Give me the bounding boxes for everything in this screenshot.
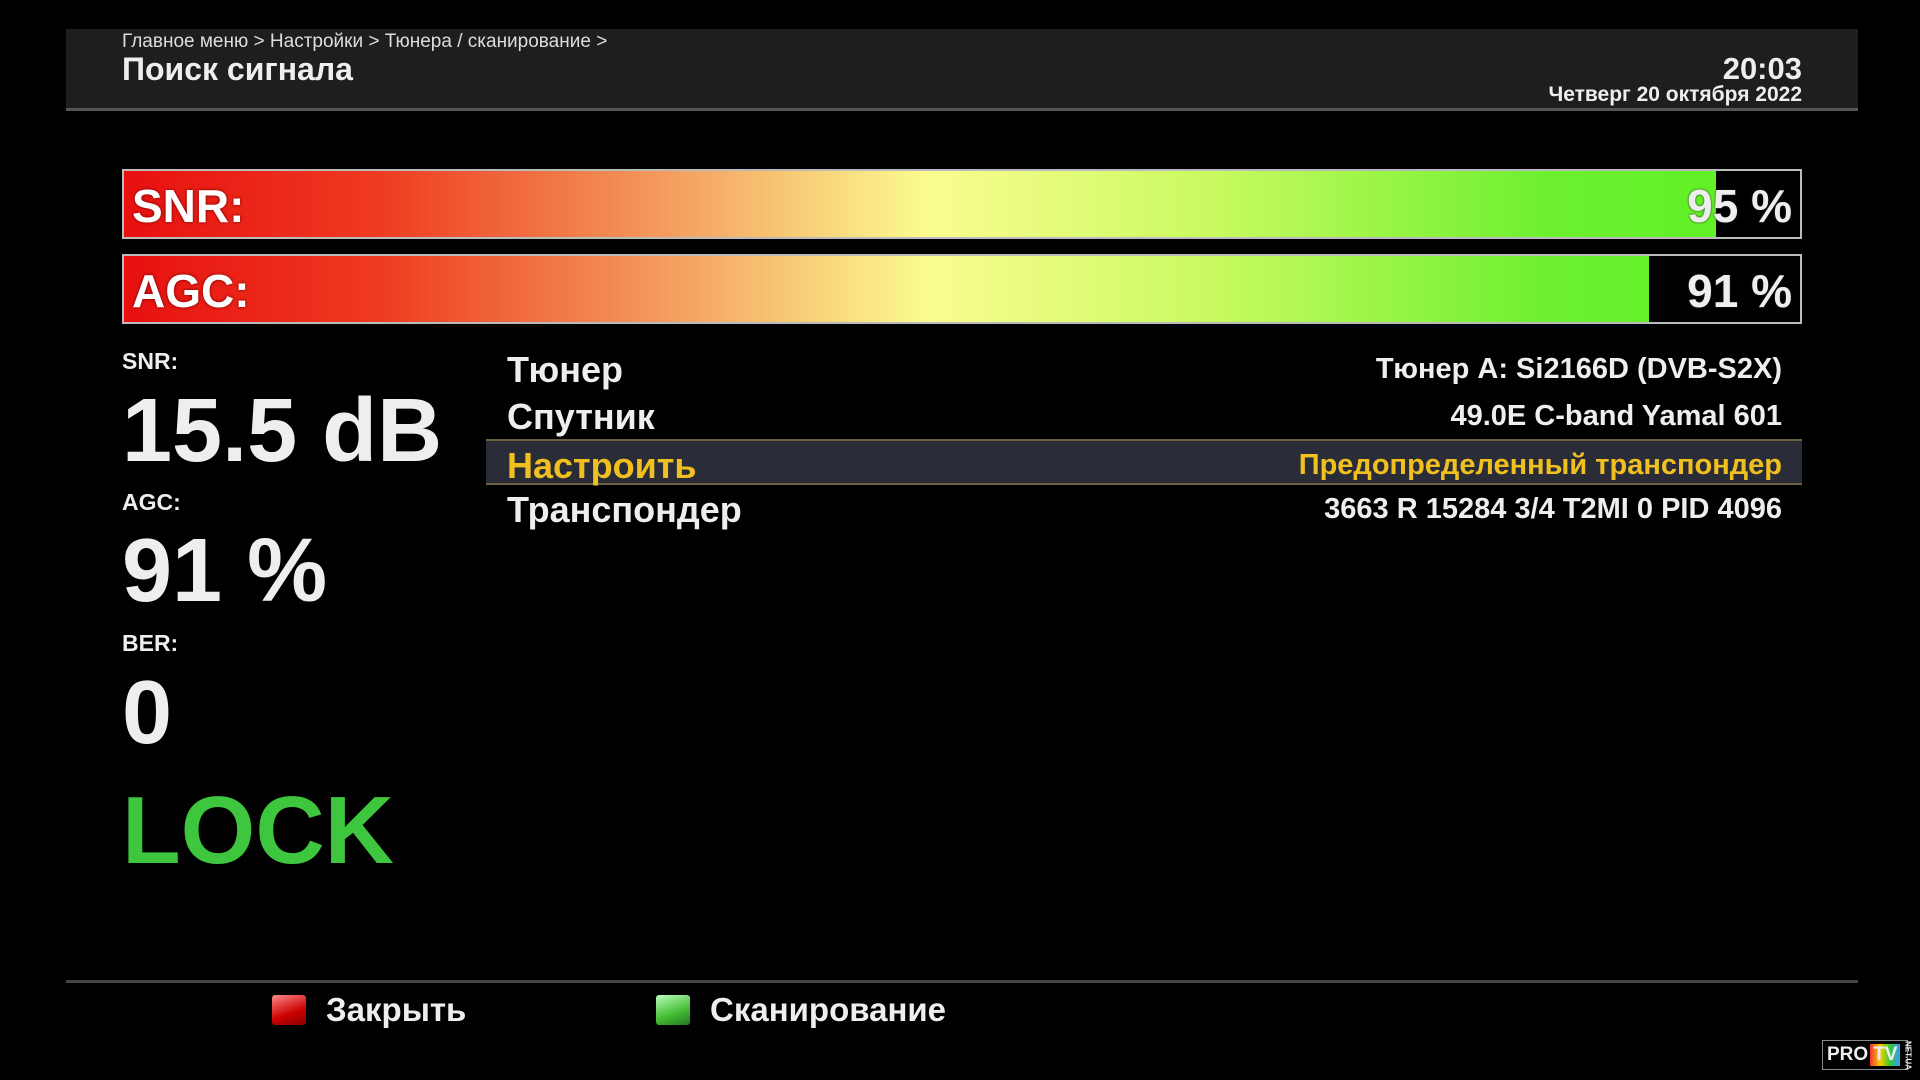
- header: Главное меню > Настройки > Тюнера / скан…: [66, 29, 1858, 111]
- footer-divider: [66, 980, 1858, 983]
- agc-bar-label: AGC:: [132, 265, 250, 317]
- scan-button[interactable]: Сканирование: [656, 990, 946, 1030]
- info-row-satellite[interactable]: Спутник 49.0E C-band Yamal 601: [486, 392, 1802, 438]
- snr-bar-label: SNR:: [132, 180, 245, 232]
- info-key: Транспондер: [507, 489, 742, 530]
- info-key: Спутник: [507, 396, 655, 437]
- info-value: Предопределенный транспондер: [1298, 449, 1782, 481]
- agc-bar: AGC: 91 %: [122, 254, 1802, 324]
- close-button[interactable]: Закрыть: [272, 990, 466, 1030]
- breadcrumb: Главное меню > Настройки > Тюнера / скан…: [122, 31, 608, 52]
- info-value: 49.0E C-band Yamal 601: [1450, 400, 1782, 432]
- page-title: Поиск сигнала: [122, 51, 353, 87]
- red-key-icon: [272, 995, 306, 1025]
- snr-bar-fill: [124, 171, 1717, 237]
- agc-bar-fill: [124, 256, 1650, 322]
- scan-label: Сканирование: [710, 991, 947, 1028]
- ber-label: BER:: [122, 630, 179, 656]
- clock-date: Четверг 20 октября 2022: [1548, 83, 1802, 106]
- snr-bar: SNR: 95 %: [122, 169, 1802, 239]
- info-row-setup[interactable]: Настроить Предопределенный транспондер: [486, 439, 1802, 486]
- clock-time: 20:03: [1722, 51, 1802, 86]
- protv-watermark-logo: PRO TV NET.UA: [1822, 1040, 1912, 1070]
- green-key-icon: [656, 995, 690, 1025]
- info-row-transponder[interactable]: Транспондер 3663 R 15284 3/4 T2MI 0 PID …: [486, 485, 1802, 531]
- snr-label: SNR:: [122, 348, 179, 374]
- snr-bar-value: 95 %: [1687, 180, 1792, 232]
- lock-status: LOCK: [122, 777, 394, 884]
- info-key: Настроить: [507, 445, 697, 486]
- agc-value: 91 %: [122, 521, 328, 621]
- ber-value: 0: [122, 663, 173, 763]
- info-key: Тюнер: [507, 349, 624, 390]
- info-value: Тюнер A: Si2166D (DVB-S2X): [1375, 353, 1782, 385]
- agc-label: AGC:: [122, 489, 181, 515]
- info-value: 3663 R 15284 3/4 T2MI 0 PID 4096: [1324, 493, 1782, 525]
- agc-bar-value: 91 %: [1687, 265, 1792, 317]
- info-row-tuner[interactable]: Тюнер Тюнер A: Si2166D (DVB-S2X): [486, 345, 1802, 391]
- close-label: Закрыть: [326, 991, 467, 1028]
- snr-value: 15.5 dB: [122, 381, 443, 481]
